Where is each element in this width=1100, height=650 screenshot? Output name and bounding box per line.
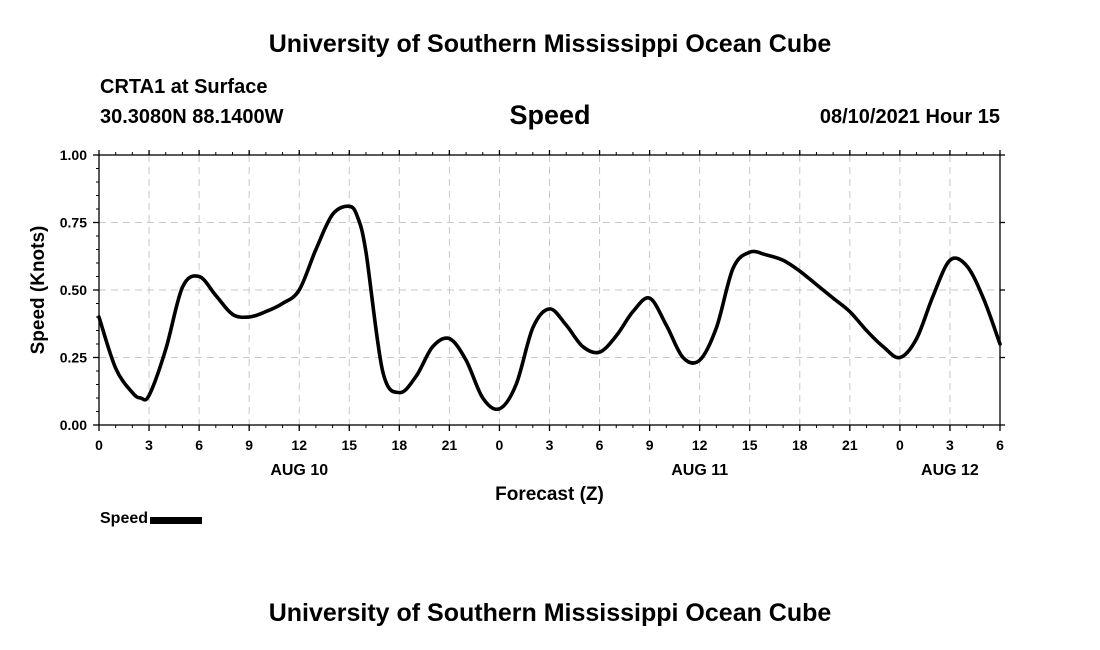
y-tick-label: 1.00 xyxy=(60,147,87,163)
x-tick-label: 9 xyxy=(646,437,654,453)
x-tick-label: 0 xyxy=(95,437,103,453)
x-tick-label: 18 xyxy=(792,437,808,453)
x-tick-label: 3 xyxy=(546,437,554,453)
x-tick-label: 21 xyxy=(442,437,458,453)
x-tick-label: 21 xyxy=(842,437,858,453)
forecast-datetime: 08/10/2021 Hour 15 xyxy=(819,106,1000,128)
y-tick-label: 0.50 xyxy=(60,282,87,298)
legend: Speed xyxy=(100,510,203,528)
x-tick-label: 6 xyxy=(596,437,604,453)
x-tick-label: 0 xyxy=(896,437,904,453)
x-tick-label: 6 xyxy=(195,437,203,453)
x-tick-labels: 0 3 6 9 12 15 18 21 0 3 6 9 12 15 18 21 0 3 6 xyxy=(95,437,1004,453)
chart-footer-title: University of Southern Mississippi Ocean… xyxy=(268,599,832,627)
variable-title: Speed xyxy=(509,100,591,130)
x-tick-label: 3 xyxy=(946,437,954,453)
legend-label: Speed xyxy=(100,510,149,527)
chart-main-title: University of Southern Mississippi Ocean… xyxy=(268,30,832,58)
x-tick-label: 15 xyxy=(742,437,758,453)
day-labels: AUG 10 AUG 11 AUG 12 xyxy=(270,462,979,479)
x-tick-label: 6 xyxy=(996,437,1004,453)
y-tick-labels: 0.00 0.25 0.50 0.75 1.00 xyxy=(60,147,87,433)
y-tick-label: 0.00 xyxy=(60,417,87,433)
plot-frame xyxy=(98,154,1001,426)
x-tick-label: 0 xyxy=(496,437,504,453)
x-axis-label: Forecast (Z) xyxy=(495,484,604,505)
x-tick-label: 12 xyxy=(692,437,708,453)
y-tick-label: 0.25 xyxy=(60,350,87,366)
legend-swatch xyxy=(150,516,203,524)
station-label: CRTA1 at Surface xyxy=(100,76,268,98)
x-tick-label: 18 xyxy=(392,437,408,453)
day-label: AUG 12 xyxy=(921,462,979,479)
grid-lines xyxy=(99,155,1000,425)
x-tick-label: 9 xyxy=(245,437,253,453)
day-label: AUG 10 xyxy=(270,462,328,479)
y-tick-label: 0.75 xyxy=(60,215,87,231)
x-tick-label: 3 xyxy=(145,437,153,453)
day-label: AUG 11 xyxy=(671,462,728,479)
y-axis-label: Speed (Knots) xyxy=(28,226,49,355)
x-tick-label: 12 xyxy=(291,437,307,453)
speed-series-line xyxy=(97,204,1002,412)
x-tick-label: 15 xyxy=(341,437,357,453)
station-coordinates: 30.3080N 88.1400W xyxy=(100,106,284,128)
